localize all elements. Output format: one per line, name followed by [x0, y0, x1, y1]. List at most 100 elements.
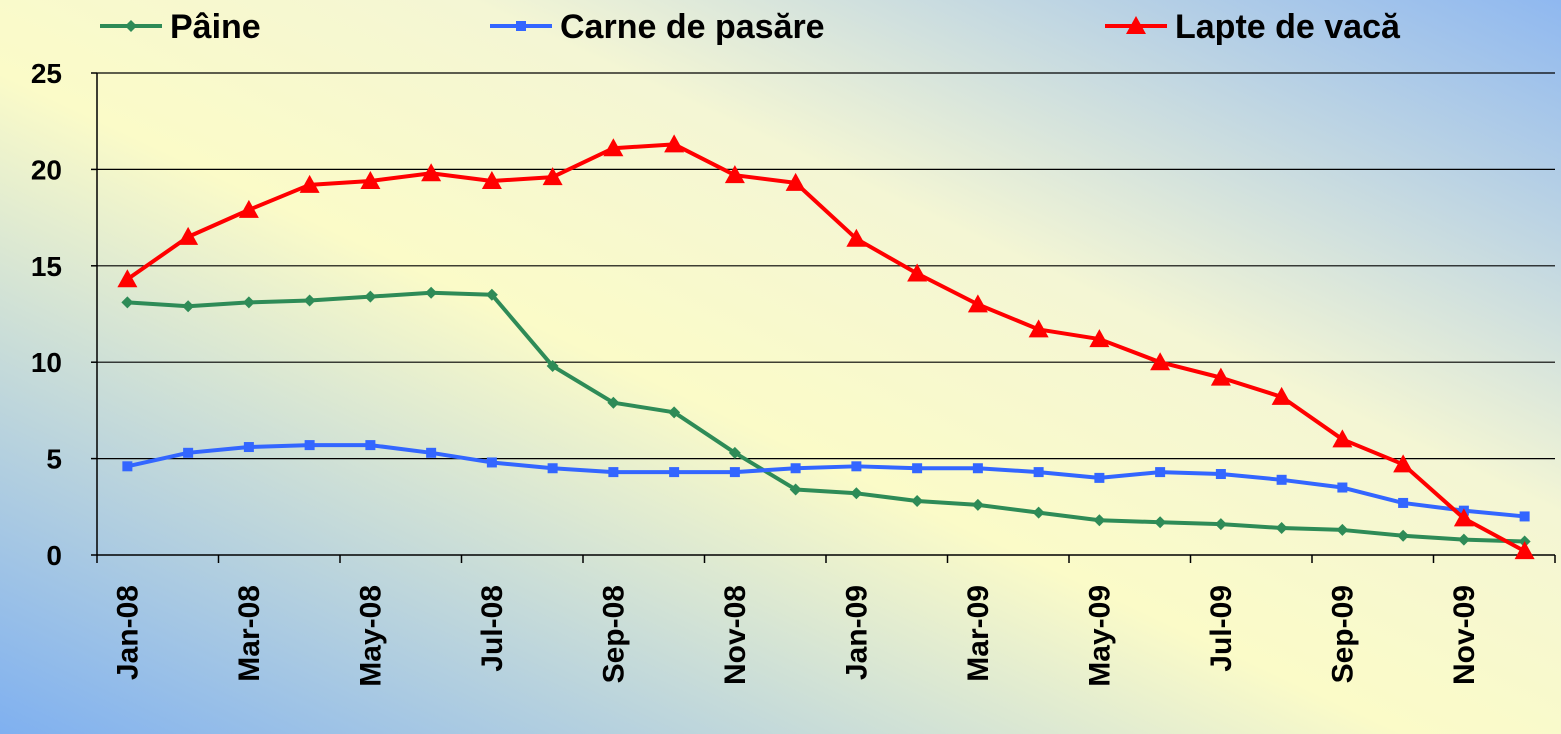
- data-point: [972, 463, 983, 474]
- data-point: [421, 163, 442, 182]
- data-point: [1155, 467, 1166, 478]
- legend-marker: [125, 20, 137, 32]
- data-point: [603, 138, 624, 157]
- data-point: [243, 442, 254, 453]
- data-point: [546, 360, 559, 373]
- data-point: [912, 463, 923, 474]
- data-point: [426, 447, 437, 458]
- data-point: [481, 170, 502, 189]
- data-point: [785, 172, 806, 191]
- data-point: [303, 294, 316, 307]
- data-point: [724, 165, 745, 184]
- data-point: [1032, 506, 1045, 519]
- data-point: [1398, 497, 1409, 508]
- series-line: [126, 142, 1526, 553]
- data-point: [664, 134, 685, 153]
- data-point: [729, 467, 740, 478]
- data-point: [1033, 467, 1044, 478]
- data-point: [1215, 469, 1226, 480]
- y-tick-label: 15: [31, 251, 62, 282]
- data-point: [547, 463, 558, 474]
- data-point: [608, 467, 619, 478]
- data-point: [728, 446, 741, 459]
- data-point: [911, 495, 924, 508]
- data-point: [668, 406, 681, 419]
- data-point: [1397, 529, 1410, 542]
- data-point: [364, 290, 377, 303]
- data-point: [1453, 508, 1474, 527]
- data-point: [789, 483, 802, 496]
- data-point: [1457, 533, 1470, 546]
- x-tick-label: May-09: [1083, 585, 1116, 687]
- legend-marker: [516, 21, 526, 31]
- x-tick-label: Mar-09: [962, 585, 995, 682]
- data-point: [425, 286, 438, 299]
- data-point: [1214, 518, 1227, 531]
- data-point: [1271, 386, 1292, 405]
- data-point: [971, 498, 984, 511]
- series-line: [126, 443, 1525, 519]
- x-tick-label: May-08: [354, 585, 387, 687]
- x-tick-label: Nov-09: [1448, 585, 1481, 685]
- data-point: [242, 296, 255, 309]
- data-point: [907, 263, 928, 282]
- legend-label: Lapte de vacă: [1175, 8, 1401, 46]
- x-tick-label: Sep-09: [1326, 585, 1359, 683]
- data-point: [304, 440, 315, 451]
- data-point: [1154, 516, 1167, 529]
- data-point: [1519, 511, 1530, 522]
- data-point: [1094, 472, 1105, 483]
- data-point: [486, 457, 497, 468]
- data-point: [117, 269, 138, 288]
- data-point: [1393, 454, 1414, 473]
- y-tick-label: 10: [31, 347, 62, 378]
- data-point: [850, 487, 863, 500]
- data-point: [1210, 367, 1231, 386]
- data-point: [967, 294, 988, 313]
- x-tick-label: Mar-08: [233, 585, 266, 682]
- legend-label: Pâine: [170, 8, 261, 46]
- data-point: [238, 199, 259, 218]
- data-point: [1150, 352, 1171, 371]
- y-tick-label: 5: [46, 444, 62, 475]
- data-point: [183, 447, 194, 458]
- data-point: [1336, 523, 1349, 536]
- data-point: [360, 170, 381, 189]
- data-point: [542, 167, 563, 186]
- data-point: [1093, 514, 1106, 527]
- x-tick-label: Jul-09: [1205, 585, 1238, 672]
- data-point: [1337, 482, 1348, 493]
- y-tick-label: 25: [31, 58, 62, 89]
- data-point: [1028, 319, 1049, 338]
- data-point: [178, 226, 199, 245]
- x-tick-label: Jul-08: [476, 585, 509, 672]
- data-point: [1514, 541, 1535, 560]
- x-tick-label: Jan-08: [111, 585, 144, 680]
- data-point: [299, 174, 320, 193]
- y-tick-label: 0: [46, 540, 62, 571]
- x-tick-label: Jan-09: [840, 585, 873, 680]
- y-tick-label: 20: [31, 154, 62, 185]
- data-point: [607, 396, 620, 409]
- series-line: [127, 290, 1525, 544]
- data-point: [1276, 474, 1287, 485]
- x-tick-label: Nov-08: [719, 585, 752, 685]
- data-point: [182, 300, 195, 313]
- data-point: [1089, 329, 1110, 348]
- data-point: [851, 461, 862, 472]
- data-point: [846, 228, 867, 247]
- data-point: [790, 463, 801, 474]
- data-point: [1275, 522, 1288, 535]
- data-point: [365, 440, 376, 451]
- legend-label: Carne de pasăre: [560, 8, 825, 46]
- data-point: [485, 288, 498, 301]
- x-tick-label: Sep-08: [597, 585, 630, 683]
- legend-marker: [1126, 16, 1146, 34]
- data-point: [122, 461, 133, 472]
- data-point: [1332, 429, 1353, 448]
- data-point: [121, 296, 134, 309]
- data-point: [669, 467, 680, 478]
